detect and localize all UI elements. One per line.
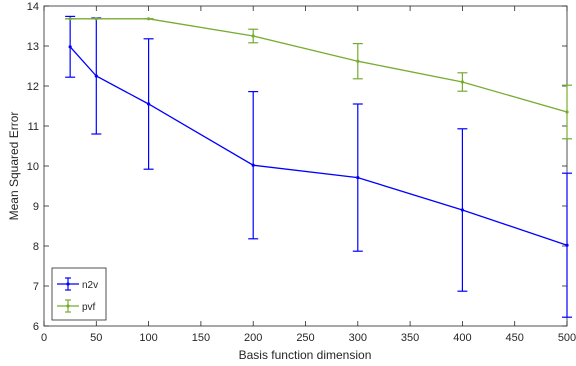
legend-box (51, 267, 107, 321)
legend-swatch-point (66, 304, 70, 308)
x-tick-label: 50 (90, 332, 102, 344)
y-tick-label: 14 (27, 1, 39, 13)
x-axis: 0 50 100 150 200 250 300 350 400 450 500 (41, 6, 576, 344)
series-n2v (65, 15, 572, 318)
y-axis-title: Mean Squared Error (7, 112, 21, 221)
x-tick-label: 150 (192, 332, 210, 344)
y-tick-label: 11 (28, 121, 39, 133)
data-point-n2v (565, 243, 569, 247)
data-point-pvf (94, 17, 98, 21)
series-pvf (65, 17, 572, 140)
legend-label: pvf (82, 302, 96, 313)
x-tick-label: 250 (296, 332, 314, 344)
data-point-n2v (356, 176, 360, 180)
y-tick-label: 13 (27, 41, 39, 53)
y-axis: 6 7 8 9 10 11 12 13 14 (27, 1, 567, 333)
legend-label: n2v (82, 280, 98, 291)
x-tick-label: 500 (558, 332, 576, 344)
data-point-n2v (147, 102, 151, 106)
series-layer (65, 15, 572, 318)
data-point-pvf (565, 110, 569, 114)
data-point-n2v (460, 208, 464, 212)
legend-item-n2v: n2v (57, 277, 98, 291)
data-point-pvf (251, 34, 255, 38)
data-point-pvf (356, 59, 360, 63)
y-tick-label: 9 (33, 201, 39, 213)
data-point-pvf (68, 17, 72, 21)
x-tick-label: 350 (401, 332, 419, 344)
legend: n2v pvf (51, 267, 107, 321)
y-tick-label: 6 (33, 321, 39, 333)
y-tick-label: 7 (33, 281, 39, 293)
y-tick-label: 10 (27, 161, 39, 173)
x-tick-label: 450 (506, 332, 524, 344)
y-tick-label: 8 (33, 241, 39, 253)
legend-swatch-point (66, 282, 70, 286)
y-tick-label: 12 (27, 81, 39, 93)
data-point-pvf (460, 80, 464, 84)
x-tick-label: 300 (349, 332, 367, 344)
legend-item-pvf: pvf (57, 299, 96, 313)
plot-area (43, 5, 568, 327)
data-point-n2v (251, 163, 255, 167)
data-point-n2v (68, 45, 72, 49)
data-point-n2v (94, 74, 98, 78)
x-tick-label: 0 (41, 332, 47, 344)
x-tick-label: 200 (244, 332, 262, 344)
x-tick-label: 100 (139, 332, 157, 344)
x-tick-label: 400 (453, 332, 471, 344)
data-point-pvf (147, 17, 151, 21)
x-axis-title: Basis function dimension (239, 348, 372, 362)
